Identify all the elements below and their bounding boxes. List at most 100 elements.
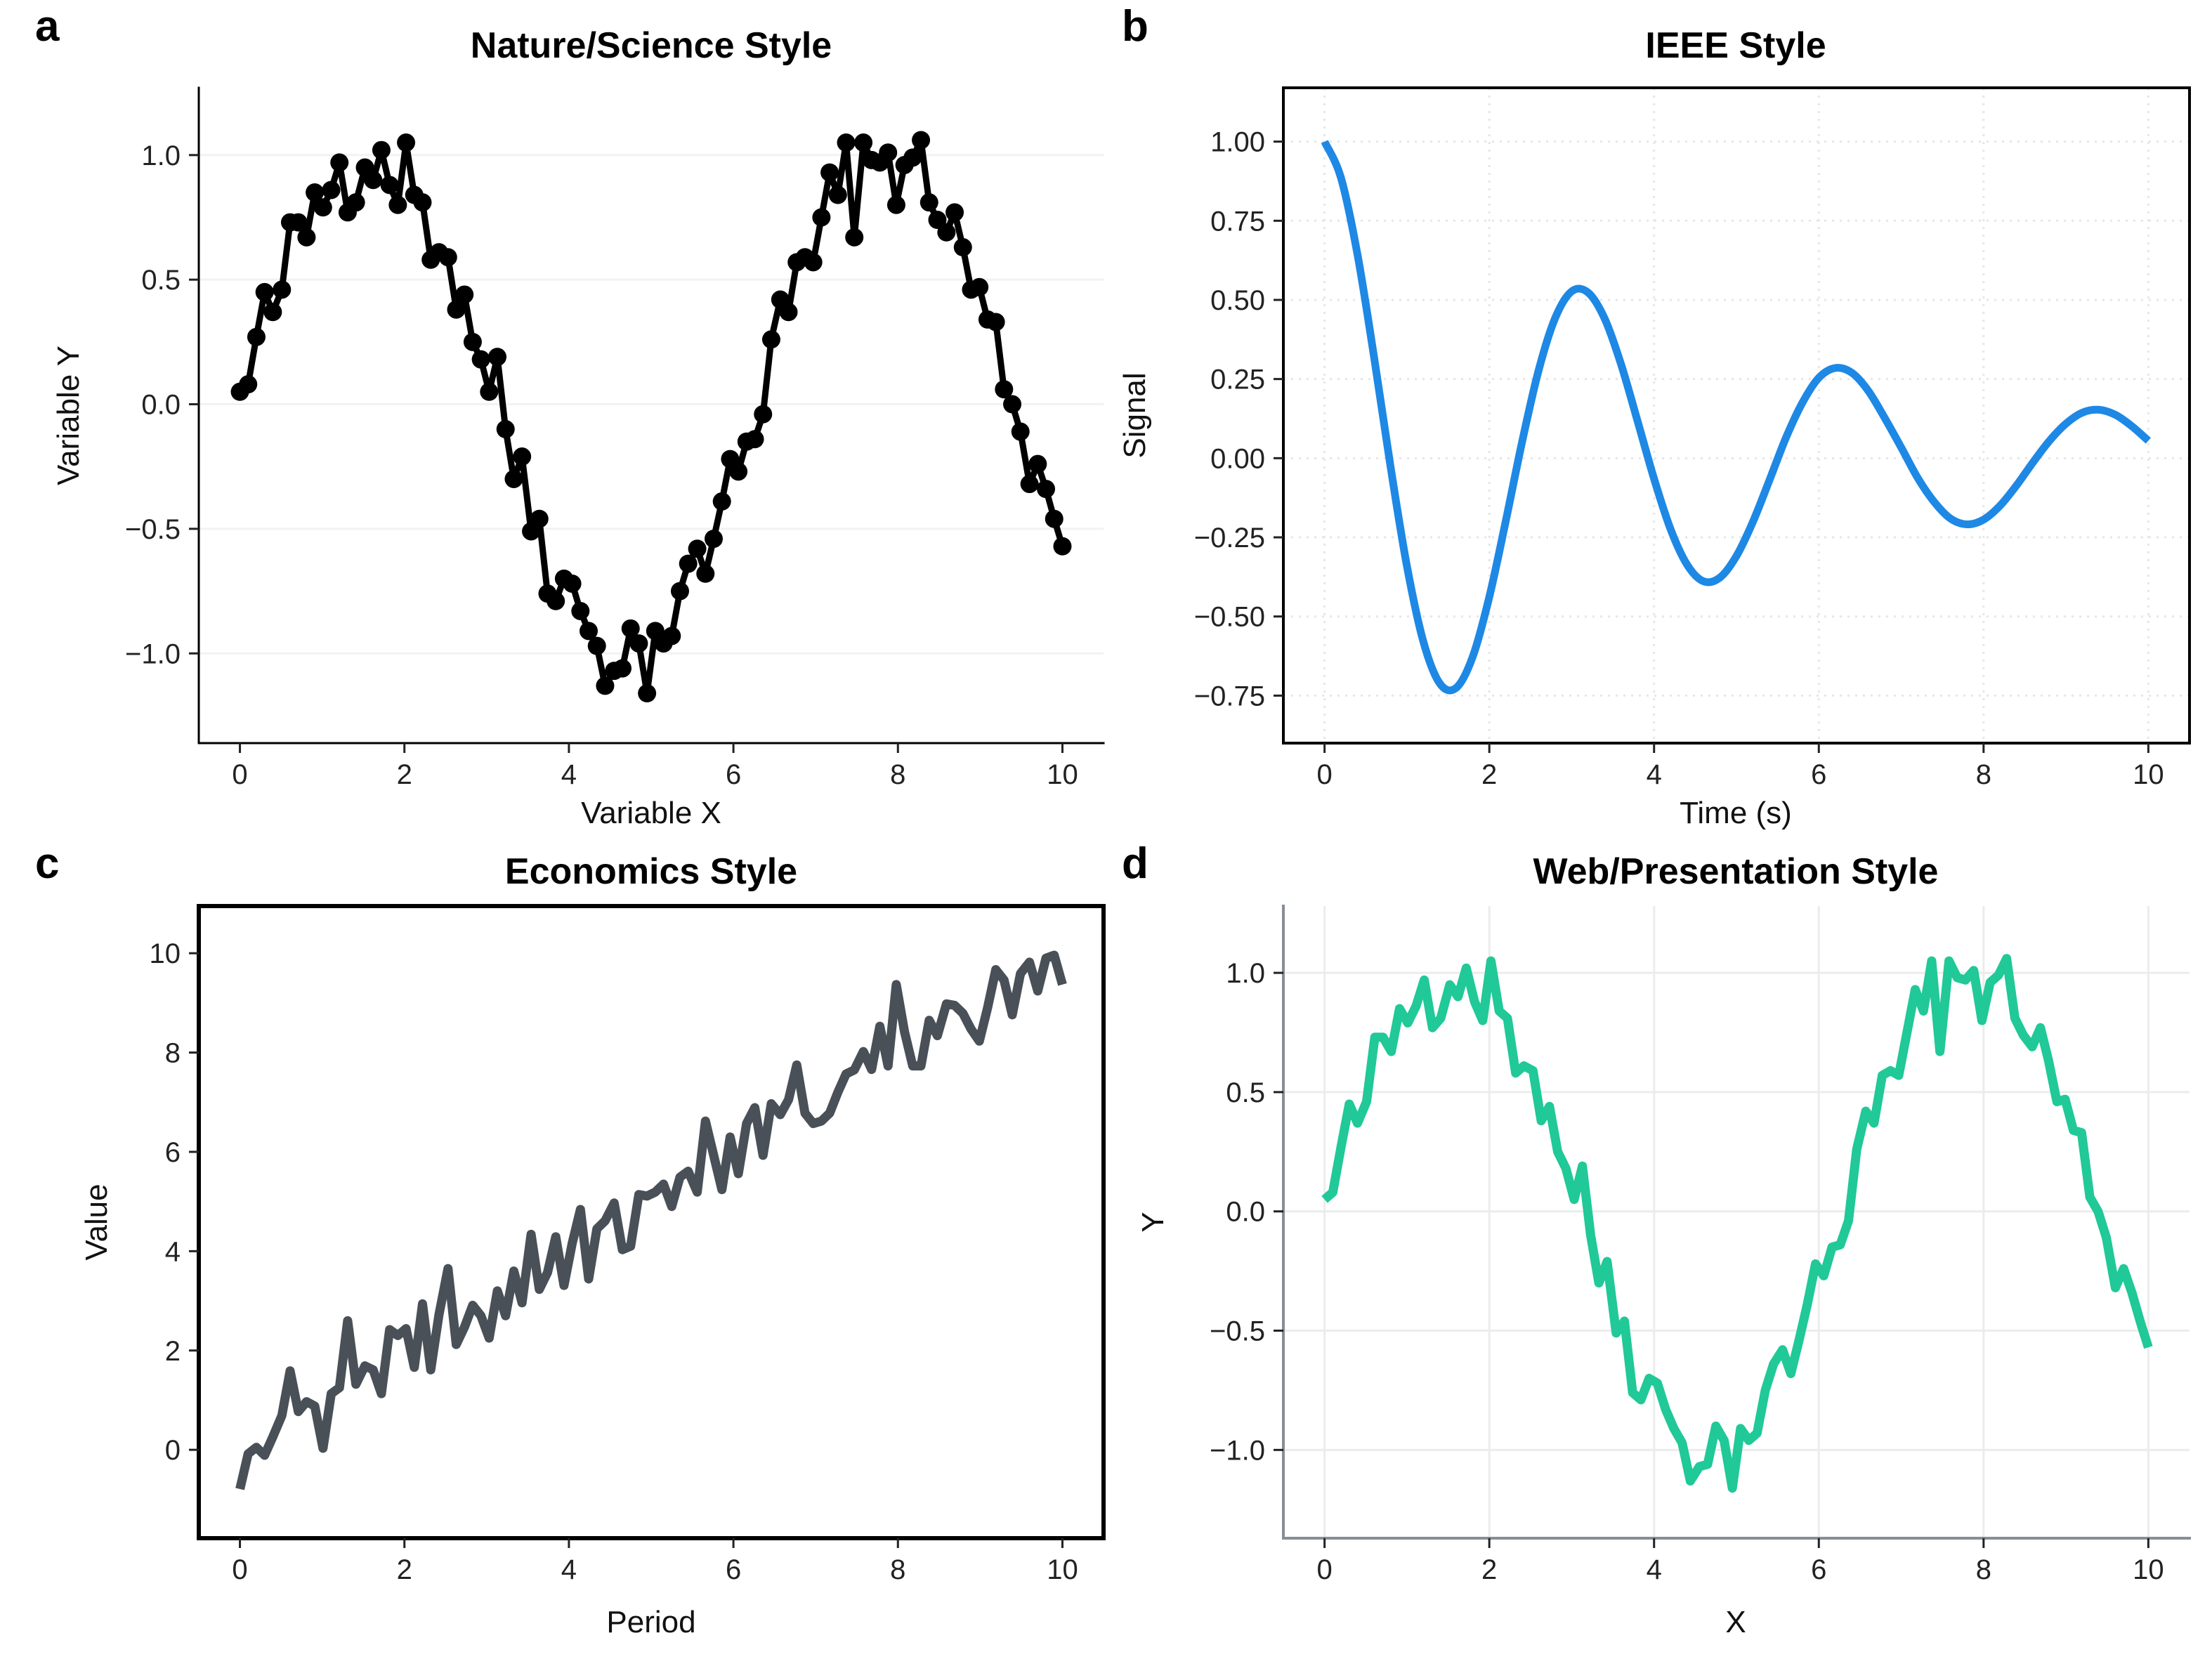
- data-point: [364, 171, 383, 190]
- y-axis-label: Value: [79, 1183, 114, 1260]
- data-point: [455, 285, 474, 304]
- x-tick-label: 4: [1647, 1554, 1662, 1585]
- data-point: [621, 619, 640, 638]
- y-tick-label: 1.00: [1210, 127, 1265, 158]
- y-tick-label: −1.0: [125, 638, 181, 669]
- series-line: [1321, 954, 2153, 1493]
- x-tick-label: 8: [1976, 1554, 1991, 1585]
- data-point: [679, 554, 698, 573]
- x-tick-label: 0: [1317, 1554, 1333, 1585]
- panel-b: 0 2 4 6 8 10 −0.75 −0.50 −0.25 0.00 0.25 0.50 0.75 1.…: [1118, 2, 2191, 830]
- y-tick-label: −0.5: [1210, 1316, 1265, 1347]
- data-point: [380, 176, 399, 195]
- chart-title: Nature/Science Style: [471, 25, 832, 66]
- data-point: [970, 277, 989, 296]
- x-tick-label: 6: [726, 1554, 741, 1585]
- series-line: [235, 950, 1067, 1490]
- panel-letter: d: [1122, 839, 1148, 888]
- y-tick-label: 0.00: [1210, 443, 1265, 474]
- data-point: [937, 223, 956, 242]
- data-point: [670, 582, 689, 601]
- data-point: [986, 313, 1005, 332]
- x-axis-label: Period: [606, 1605, 695, 1639]
- y-tick-label: 1.0: [1226, 958, 1265, 989]
- y-tick-label: −0.75: [1194, 681, 1265, 712]
- data-point: [945, 203, 964, 222]
- y-tick-label: 8: [165, 1038, 181, 1069]
- panel-letter: c: [35, 839, 59, 888]
- y-tick-label: 0.50: [1210, 285, 1265, 316]
- data-point: [388, 195, 407, 214]
- x-tick-label: 6: [1811, 1554, 1826, 1585]
- data-point: [1003, 395, 1022, 414]
- data-point: [463, 332, 482, 351]
- data-point: [471, 350, 490, 369]
- y-tick-label: 4: [165, 1236, 181, 1267]
- panel-a: 0 2 4 6 8 10 −1.0 −0.5 0.0 0.5 1.0 Variable X Variab…: [35, 2, 1105, 830]
- data-point: [447, 300, 466, 319]
- x-tick-label: 0: [232, 1554, 247, 1585]
- data-point: [322, 181, 341, 199]
- data-point: [886, 195, 905, 214]
- y-tick-label: 0.75: [1210, 206, 1265, 237]
- data-point: [413, 193, 432, 212]
- data-point: [1037, 480, 1056, 499]
- data-point: [563, 574, 582, 593]
- x-tick-label: 10: [1047, 759, 1078, 790]
- data-point: [761, 330, 780, 349]
- data-point: [306, 183, 325, 202]
- data-point: [879, 143, 898, 162]
- y-axis-label: Signal: [1118, 372, 1152, 458]
- y-tick-label: −0.5: [125, 514, 181, 545]
- data-point: [289, 213, 308, 232]
- x-axis-label: Time (s): [1680, 796, 1792, 830]
- x-tick-label: 8: [1976, 759, 1991, 790]
- y-tick-label: 0.0: [141, 390, 181, 421]
- data-point: [953, 238, 972, 257]
- y-tick-label: 0: [165, 1435, 181, 1466]
- data-point: [530, 509, 549, 528]
- data-point: [1020, 475, 1039, 494]
- data-point: [745, 430, 764, 449]
- data-point: [629, 634, 648, 653]
- y-tick-label: −0.25: [1194, 523, 1265, 553]
- x-tick-label: 2: [397, 759, 412, 790]
- data-point: [372, 140, 391, 159]
- x-tick-label: 2: [1481, 759, 1497, 790]
- data-point: [920, 193, 938, 212]
- data-point: [912, 131, 931, 150]
- data-point: [547, 591, 565, 610]
- chart-title: Web/Presentation Style: [1533, 851, 1939, 892]
- data-point: [804, 253, 823, 272]
- data-point: [1011, 422, 1030, 441]
- data-point: [779, 303, 798, 322]
- data-point: [488, 348, 507, 367]
- data-point: [903, 148, 922, 167]
- data-point: [346, 193, 365, 212]
- panel-d: 0 2 4 6 8 10 −1.0 −0.5 0.0 0.5 1.0 X Y Web/Presentati…: [1122, 839, 2191, 1639]
- data-point: [729, 462, 748, 481]
- x-tick-label: 6: [726, 759, 741, 790]
- data-point: [837, 133, 856, 152]
- data-point: [1028, 454, 1047, 473]
- data-point: [820, 163, 839, 182]
- y-tick-label: 2: [165, 1336, 181, 1367]
- x-tick-label: 8: [890, 759, 905, 790]
- data-point: [596, 676, 615, 695]
- series-line: [1321, 140, 2152, 695]
- y-tick-label: −1.0: [1210, 1435, 1265, 1466]
- y-axis-label: Variable Y: [51, 346, 86, 485]
- data-point: [255, 282, 274, 301]
- data-point: [397, 133, 416, 152]
- data-point: [754, 405, 773, 424]
- data-point: [638, 684, 657, 703]
- data-point: [580, 622, 598, 641]
- data-point: [812, 208, 831, 227]
- data-point: [480, 382, 499, 401]
- x-tick-label: 8: [890, 1554, 905, 1585]
- y-tick-label: −0.50: [1194, 602, 1265, 633]
- data-point: [712, 492, 731, 511]
- data-point: [330, 153, 349, 172]
- data-point: [496, 420, 515, 439]
- y-tick-label: 0.5: [1226, 1077, 1265, 1108]
